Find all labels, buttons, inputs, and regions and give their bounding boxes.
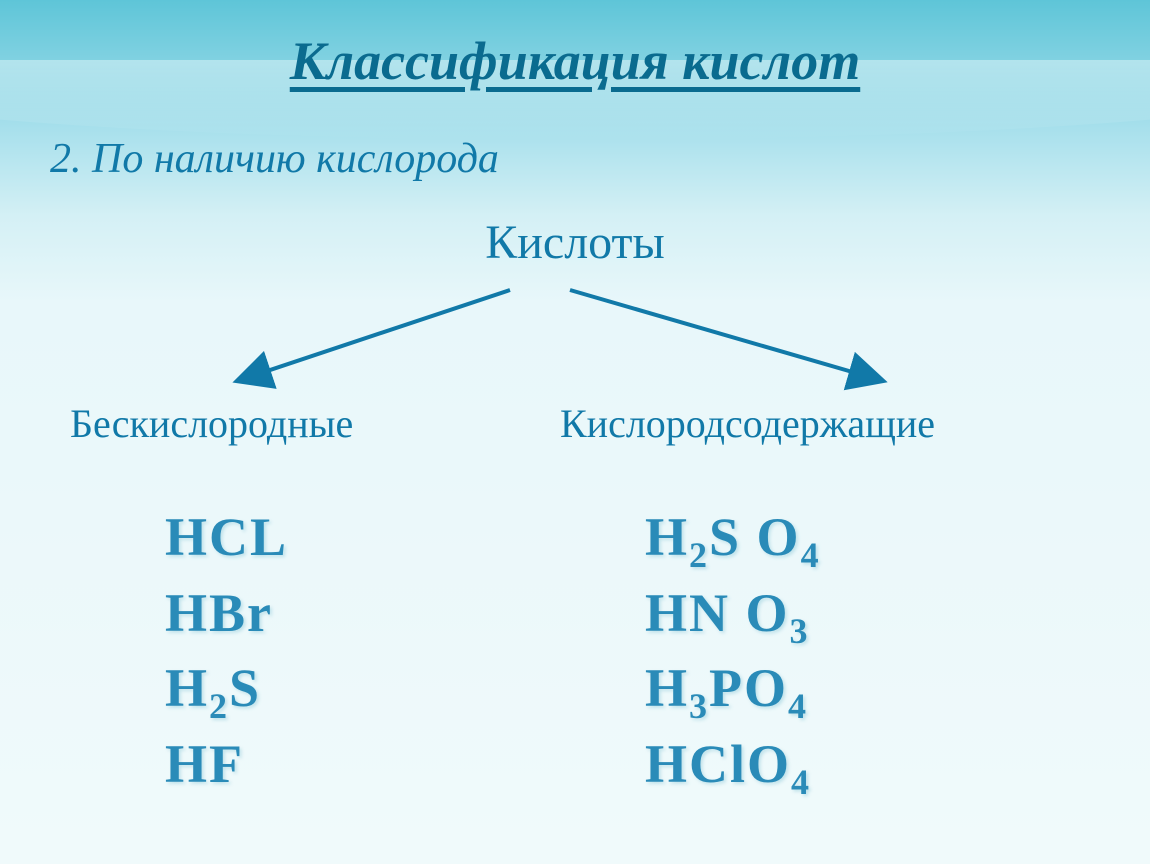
formula-item: HClO4 <box>645 727 821 803</box>
formula-item: HF <box>165 727 288 803</box>
arrow-right <box>570 290 880 380</box>
formula-item: HBr <box>165 576 288 652</box>
diagram-root: Кислоты <box>0 215 1150 270</box>
slide-title: Классификация кислот <box>0 30 1150 92</box>
formula-item: H3PO4 <box>645 651 821 727</box>
formulas-left-group: HCL HBr H2S HF <box>165 500 288 802</box>
slide-subtitle: 2. По наличию кислорода <box>50 135 499 183</box>
formula-item: H2S <box>165 651 288 727</box>
formulas-right-group: H2S O4 HN O3 H3PO4 HClO4 <box>645 500 821 802</box>
branch-right-label: Кислородсодержащие <box>560 400 935 447</box>
formula-item: HN O3 <box>645 576 821 652</box>
branch-left-label: Бескислородные <box>70 400 353 447</box>
formula-item: H2S O4 <box>645 500 821 576</box>
arrow-left <box>240 290 510 380</box>
formula-item: HCL <box>165 500 288 576</box>
diagram-arrows <box>200 280 950 400</box>
